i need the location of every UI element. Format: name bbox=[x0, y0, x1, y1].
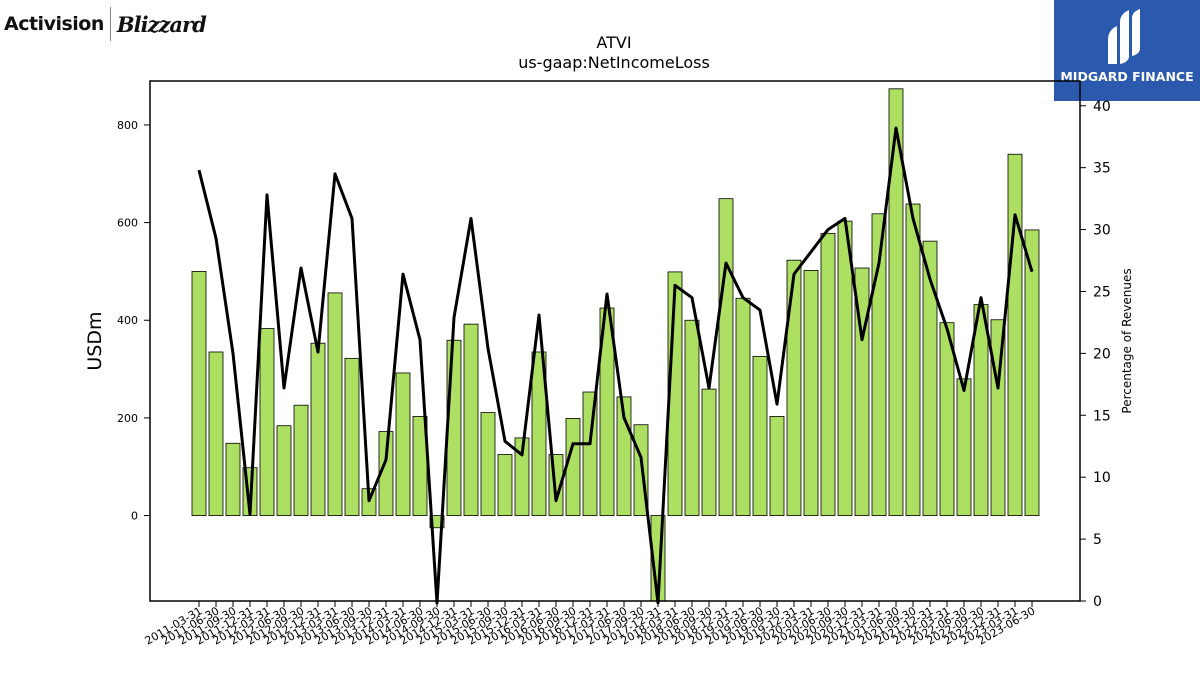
bar-2017-03-31 bbox=[599, 307, 615, 516]
bar-2011-03-31 bbox=[191, 271, 207, 516]
bar-2011-06-30 bbox=[208, 351, 224, 516]
bar-2015-03-31 bbox=[463, 323, 479, 516]
bar-2013-03-31 bbox=[327, 292, 343, 516]
chart-subtitle: us-gaap:NetIncomeLoss bbox=[518, 53, 710, 72]
bar-2012-09-30 bbox=[293, 404, 309, 516]
midgard-finance-name: MIDGARD FINANCE bbox=[1060, 69, 1194, 84]
plot-frame bbox=[149, 80, 1081, 602]
right-tick-label: 40 bbox=[1093, 99, 1111, 115]
percentage-line bbox=[197, 126, 1034, 605]
right-tick-label: 20 bbox=[1093, 346, 1111, 362]
bar-2019-03-31 bbox=[735, 297, 751, 516]
bar-2019-06-30 bbox=[752, 355, 768, 516]
bar-2022-03-31 bbox=[939, 322, 955, 516]
bar-2018-12-31 bbox=[718, 198, 734, 516]
bar-2012-12-31 bbox=[310, 342, 326, 516]
bar-2014-12-31 bbox=[446, 339, 462, 516]
bar-2015-12-31 bbox=[514, 437, 530, 516]
bar-2016-03-31 bbox=[531, 351, 547, 516]
bar-2014-03-31 bbox=[395, 372, 411, 516]
bar-2020-09-30 bbox=[837, 220, 853, 516]
bar-2016-09-30 bbox=[565, 417, 581, 516]
right-tick-label: 5 bbox=[1093, 532, 1102, 548]
right-tick-label: 10 bbox=[1093, 470, 1111, 486]
left-tick-label: 200 bbox=[117, 412, 138, 425]
bar-2022-06-30 bbox=[956, 378, 972, 516]
right-tick-label: 25 bbox=[1093, 284, 1111, 300]
bar-2018-09-30 bbox=[701, 388, 717, 516]
bar-2011-09-30 bbox=[225, 442, 241, 516]
right-tick-label: 0 bbox=[1093, 594, 1102, 610]
left-axis-ticks: 0 200 400 600 800 bbox=[117, 119, 150, 523]
midgard-emblem-icon bbox=[1108, 9, 1140, 64]
bar-2021-06-30 bbox=[888, 88, 904, 516]
bar-2021-03-31 bbox=[871, 213, 887, 516]
activision-wordmark: Activision bbox=[4, 13, 104, 35]
bar-2015-06-30 bbox=[480, 412, 496, 516]
chart-title: ATVI bbox=[596, 33, 631, 52]
bar-2018-06-30 bbox=[684, 319, 700, 516]
right-axis-ticks: 0 5 10 15 20 25 30 35 40 bbox=[1080, 99, 1111, 610]
bar-2021-12-31 bbox=[922, 240, 938, 516]
x-axis-ticks: 2011-03-312011-06-302011-09-302011-12-31… bbox=[143, 601, 1038, 648]
bar-2023-06-30 bbox=[1024, 229, 1040, 516]
bar-2021-09-30 bbox=[905, 203, 921, 516]
bar-2020-03-31 bbox=[803, 270, 819, 516]
left-tick-label: 800 bbox=[117, 119, 138, 132]
bar-2019-09-30 bbox=[769, 416, 785, 516]
bar-2019-12-31 bbox=[786, 259, 802, 516]
y2-axis-label: Percentage of Revenues bbox=[1120, 268, 1134, 413]
midgard-finance-logo: MIDGARD FINANCE bbox=[1054, 0, 1200, 101]
blizzard-wordmark: Blizzard bbox=[116, 11, 207, 37]
bar-2013-06-30 bbox=[344, 357, 360, 516]
right-tick-label: 15 bbox=[1093, 408, 1111, 424]
left-tick-label: 0 bbox=[131, 510, 138, 523]
bar-2012-06-30 bbox=[276, 425, 292, 516]
bar-2012-03-31 bbox=[259, 328, 275, 516]
left-tick-label: 400 bbox=[117, 314, 138, 327]
y-axis-label: USDm bbox=[84, 311, 106, 370]
right-tick-label: 30 bbox=[1093, 223, 1111, 239]
activision-blizzard-logo: Activision Blizzard bbox=[4, 6, 207, 42]
bar-2022-09-30 bbox=[973, 304, 989, 516]
bar-2023-03-31 bbox=[1007, 153, 1023, 516]
logo-divider bbox=[109, 7, 111, 41]
left-tick-label: 600 bbox=[117, 217, 138, 230]
bar-2015-09-30 bbox=[497, 454, 513, 516]
bar-2020-06-30 bbox=[820, 232, 836, 516]
right-tick-label: 35 bbox=[1093, 161, 1111, 177]
